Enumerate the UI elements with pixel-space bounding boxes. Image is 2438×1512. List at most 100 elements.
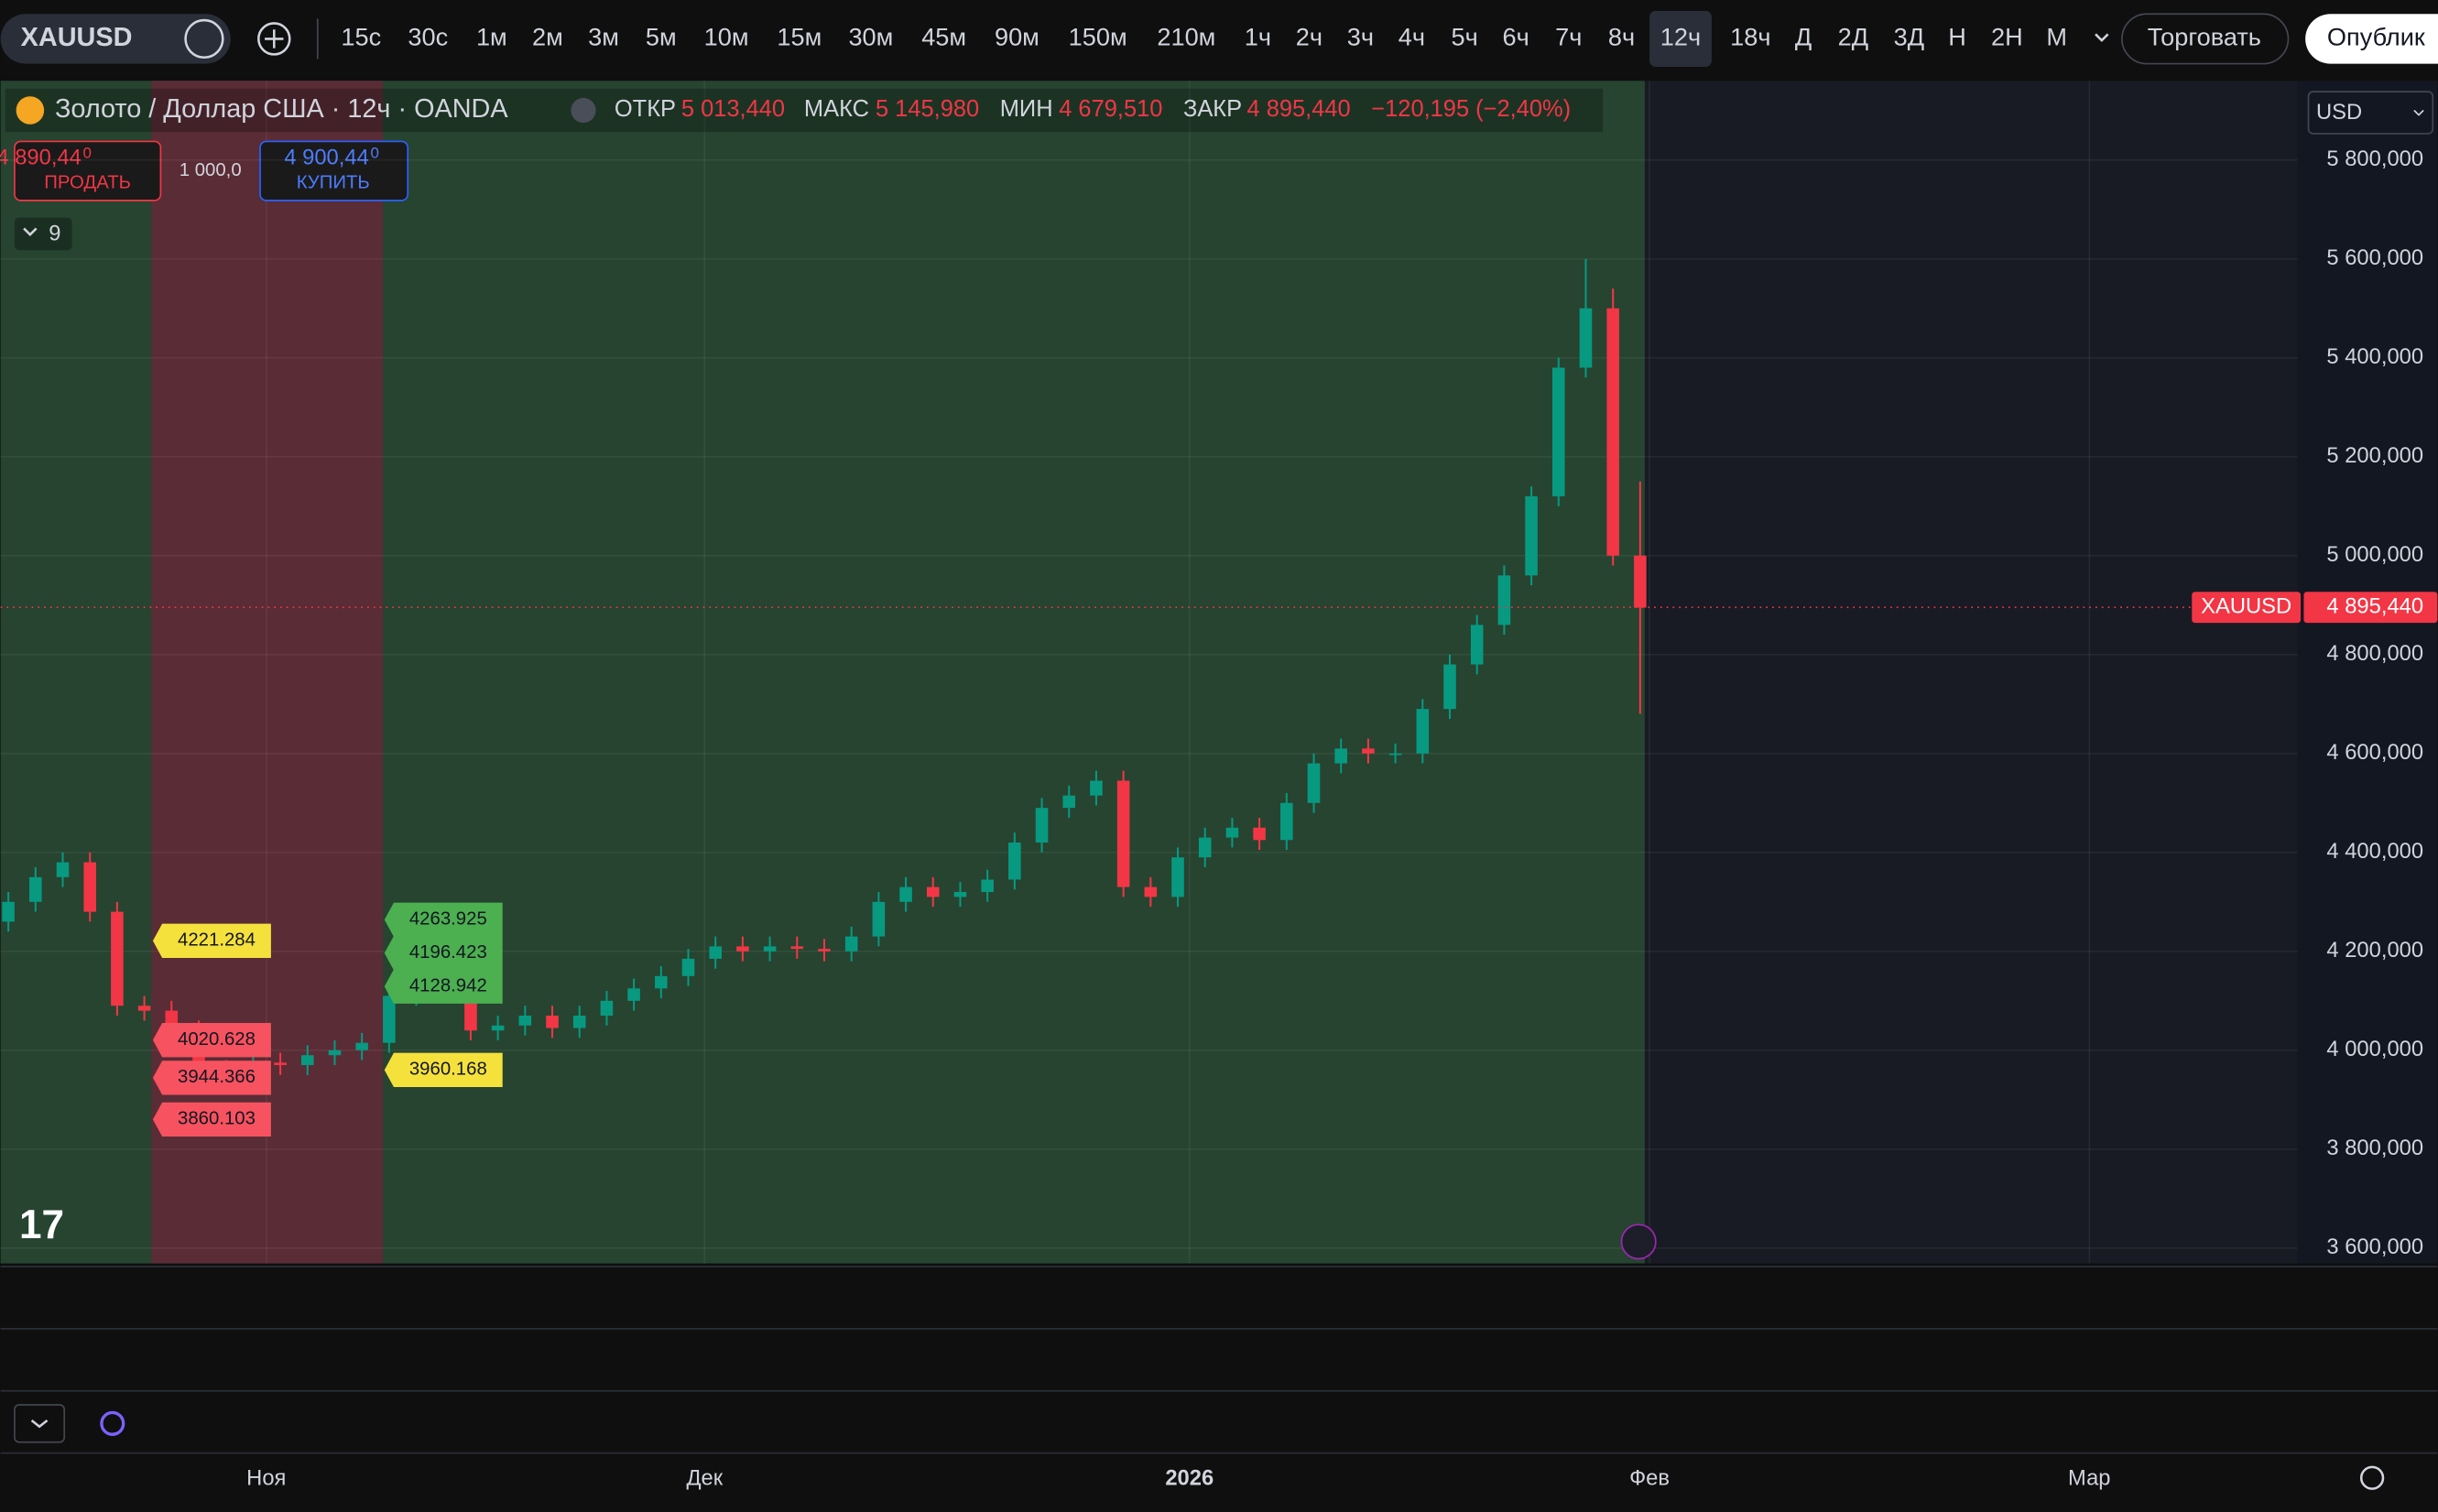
interval-button[interactable]: 7ч: [1555, 23, 1582, 51]
tv-logo: 17: [19, 1202, 64, 1247]
interval-button[interactable]: 150м: [1069, 23, 1127, 51]
candle-body: [627, 988, 640, 1001]
y-tick-label: 4 800,000: [2326, 641, 2423, 666]
interval-button[interactable]: 2Н: [1991, 23, 2023, 51]
interval-button[interactable]: 3м: [588, 23, 619, 51]
symbol[interactable]: XAUUSD: [21, 23, 133, 52]
ohlc-label: МАКС: [804, 96, 869, 122]
candle-body: [1253, 827, 1266, 841]
interval-button[interactable]: 4ч: [1399, 23, 1425, 51]
interval-button[interactable]: 30с: [408, 23, 448, 51]
candle-body: [1144, 887, 1158, 897]
y-tick-label: 5 200,000: [2326, 443, 2423, 468]
interval-button[interactable]: 1ч: [1245, 23, 1271, 51]
indicators-count[interactable]: 9: [49, 222, 60, 246]
compare-button[interactable]: [257, 22, 291, 56]
candle-body: [328, 1050, 342, 1056]
interval-button[interactable]: 15с: [341, 23, 381, 51]
ohlc-label: ЗАКР: [1183, 96, 1242, 122]
candle-body: [818, 949, 831, 952]
candle-body: [1579, 308, 1593, 368]
candle-body: [1307, 763, 1321, 803]
interval-button[interactable]: 2м: [532, 23, 563, 51]
interval-button[interactable]: 90м: [995, 23, 1039, 51]
interval-button[interactable]: 10м: [704, 23, 749, 51]
candle-body: [1388, 753, 1402, 756]
dropdown-icon[interactable]: [2095, 33, 2109, 42]
y-tick-label: 4 400,000: [2326, 839, 2423, 864]
y-tick-label: 5 400,000: [2326, 344, 2423, 369]
sell-price[interactable]: 4 890,44: [0, 145, 82, 169]
interval-button[interactable]: 45м: [921, 23, 966, 51]
candle-body: [1225, 827, 1239, 838]
candle-body: [926, 887, 940, 897]
level-label-bg: [152, 1102, 271, 1137]
candle-body: [763, 946, 777, 952]
publish-button[interactable]: [2305, 14, 2438, 64]
interval-button[interactable]: 8ч: [1608, 23, 1635, 51]
ohlc-value: 5 013,440: [681, 96, 785, 122]
interval-button[interactable]: 15м: [777, 23, 822, 51]
symbol-logo: [16, 96, 45, 125]
interval-button[interactable]: М: [2046, 23, 2067, 51]
candle-body: [1497, 575, 1511, 625]
currency-select[interactable]: [2307, 91, 2434, 135]
interval-button[interactable]: 210м: [1157, 23, 1215, 51]
trade-button[interactable]: [2121, 13, 2290, 65]
interval-button[interactable]: 2ч: [1296, 23, 1322, 51]
sell-button[interactable]: [14, 140, 162, 201]
alert-icon[interactable]: [1620, 1224, 1657, 1260]
level-label-bg: [384, 936, 503, 971]
buy-price-sup[interactable]: 0: [370, 144, 378, 161]
sync-icon[interactable]: [100, 1410, 125, 1436]
interval-button[interactable]: 3Д: [1894, 23, 1924, 51]
candle-body: [1443, 664, 1456, 710]
sell-price-sup[interactable]: 0: [83, 144, 92, 161]
candle-body: [1035, 808, 1049, 843]
level-label-bg: [384, 1052, 503, 1087]
buy-label[interactable]: КУПИТЬ: [297, 173, 370, 193]
buy-price[interactable]: 4 900,44: [284, 145, 368, 169]
x-tick-label: Мар: [2068, 1466, 2110, 1491]
interval-button[interactable]: 12ч: [1660, 23, 1701, 51]
interval-button[interactable]: 1м: [476, 23, 507, 51]
publish-button-label[interactable]: Опублик: [2327, 23, 2425, 51]
x-tick-label: 2026: [1165, 1466, 1214, 1491]
candle-body: [518, 1016, 532, 1026]
interval-button[interactable]: 3ч: [1347, 23, 1374, 51]
level-label: 4263.925: [409, 909, 487, 930]
interval-bar: 15с 30с 1м 2м 3м 5м 10м 15м 30м 45м 90м 150м 210м 1ч 2…: [341, 10, 2067, 67]
level-label-bg: [152, 1061, 271, 1095]
candle-body: [681, 958, 695, 976]
quantity[interactable]: 1 000,0: [180, 160, 242, 180]
candle-body: [1171, 857, 1184, 897]
price-tag-bg: [2303, 592, 2438, 624]
sell-label[interactable]: ПРОДАТЬ: [44, 173, 131, 193]
currency[interactable]: USD: [2316, 100, 2362, 125]
price-axis: [2297, 81, 2438, 1264]
interval-button[interactable]: 18ч: [1730, 23, 1770, 51]
symbol-search[interactable]: [0, 14, 231, 64]
collapse-button[interactable]: [14, 1404, 66, 1443]
level-label: 4196.423: [409, 942, 487, 963]
level-label: 3944.366: [178, 1067, 256, 1087]
interval-button[interactable]: 2Д: [1838, 23, 1868, 51]
interval-button[interactable]: 5м: [646, 23, 677, 51]
trade-button-label[interactable]: Торговать: [2148, 23, 2261, 51]
y-tick-label: 4 200,000: [2326, 938, 2423, 963]
interval-button[interactable]: 5ч: [1451, 23, 1477, 51]
chart-area-future: [1644, 81, 2298, 1264]
ohlc-value: 4 679,510: [1059, 96, 1162, 122]
buy-button[interactable]: [259, 140, 409, 201]
settings-icon[interactable]: [2359, 1465, 2385, 1490]
candle-body: [899, 887, 912, 902]
interval-button[interactable]: Н: [1948, 23, 1966, 51]
interval-button[interactable]: 30м: [848, 23, 893, 51]
indicators-toggle[interactable]: [14, 217, 72, 251]
level-label-bg: [384, 969, 503, 1004]
interval-button[interactable]: 6ч: [1502, 23, 1529, 51]
interval-button[interactable]: Д: [1795, 23, 1812, 51]
premium-icon[interactable]: [184, 18, 224, 60]
status-icon: [571, 97, 596, 124]
candle-body: [790, 946, 804, 950]
